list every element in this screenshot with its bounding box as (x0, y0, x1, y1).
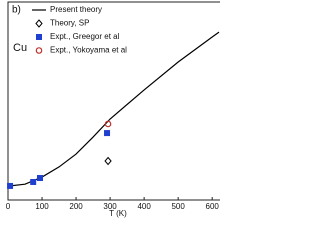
data-point (36, 175, 43, 182)
x-tick-label: 100 (35, 202, 49, 211)
x-tick-label: 600 (206, 202, 220, 211)
legend-label: Expt., Yokoyama et al (50, 46, 127, 55)
data-point (104, 156, 112, 166)
legend-label: Expt., Greegor et al (50, 32, 120, 41)
material-label: Cu (13, 42, 27, 54)
legend-swatch (36, 34, 42, 40)
x-axis-label: T (K) (109, 209, 127, 218)
legend-label: Present theory (50, 5, 102, 14)
x-tick-label: 200 (69, 202, 83, 211)
x-tick-label: 400 (137, 202, 151, 211)
legend-swatch (35, 19, 43, 28)
panel-label: b) (12, 5, 21, 16)
data-point (104, 120, 112, 128)
legend-swatch (35, 47, 43, 54)
x-tick-label: 300 (103, 202, 117, 211)
x-tick-label: 0 (6, 202, 11, 211)
chart: b) Cu T (K) 0 100 200 300 400 500 600 Present t… (6, 1, 220, 218)
legend-label: Theory, SP (50, 19, 89, 28)
plot-frame (7, 1, 220, 201)
x-tick-label: 500 (171, 202, 185, 211)
theory-line (7, 31, 220, 187)
data-point (30, 178, 37, 185)
data-point (104, 130, 111, 137)
data-point (7, 182, 14, 189)
